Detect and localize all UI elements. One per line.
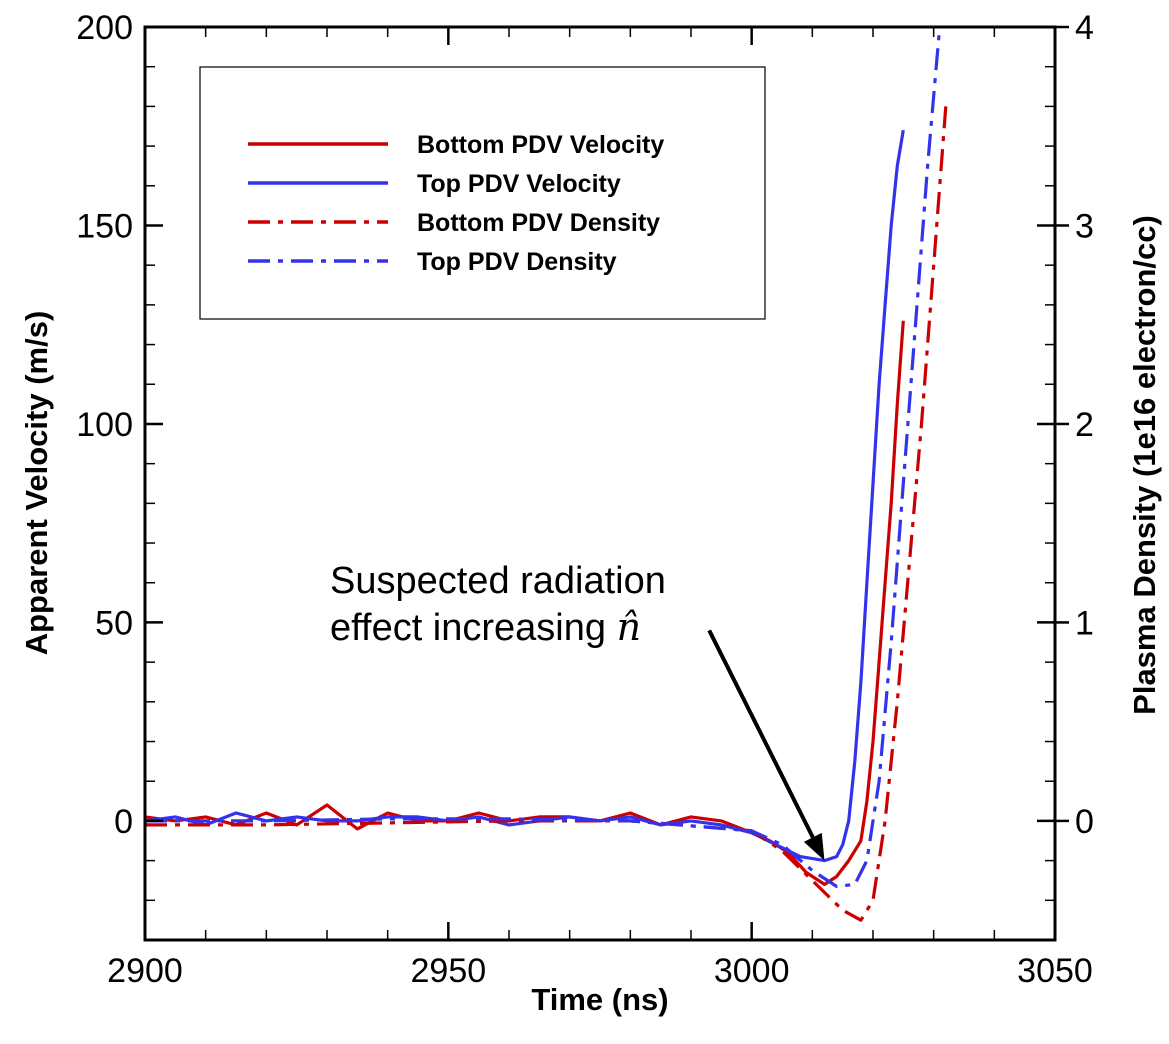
x-tick-label: 3000 bbox=[714, 952, 790, 990]
series-line-bottom-pdv-velocity bbox=[144, 320, 905, 886]
y2-tick-label: 0 bbox=[1075, 803, 1094, 841]
x-axis-title: Time (ns) bbox=[531, 982, 668, 1017]
series-layer bbox=[144, 26, 948, 922]
legend-label: Bottom PDV Velocity bbox=[417, 131, 664, 159]
annotation-arrow-head bbox=[803, 832, 825, 861]
x-tick-label: 3050 bbox=[1017, 952, 1093, 990]
x-tick-label: 2900 bbox=[107, 952, 183, 990]
annotation-line2-prefix: effect increasing bbox=[330, 607, 617, 649]
y-tick-label: 200 bbox=[76, 9, 133, 47]
legend-label: Top PDV Velocity bbox=[417, 170, 621, 198]
plot-frame bbox=[143, 25, 1057, 942]
x-tick-label: 2950 bbox=[411, 952, 487, 990]
legend-label: Bottom PDV Density bbox=[417, 209, 660, 237]
y2-axis-title: Plasma Density (1e16 electron/cc) bbox=[1127, 215, 1162, 715]
y2-tick-label: 2 bbox=[1075, 406, 1094, 444]
y-axis-title: Apparent Velocity (m/s) bbox=[19, 311, 54, 656]
y-tick-label: 0 bbox=[114, 803, 133, 841]
annotation-line2: effect increasing n̂ bbox=[330, 605, 641, 649]
y-tick-label: 50 bbox=[95, 604, 133, 642]
y-tick-label: 100 bbox=[76, 406, 133, 444]
y2-tick-label: 1 bbox=[1075, 604, 1094, 642]
annotation: Suspected radiation effect increasing n̂ bbox=[330, 560, 825, 861]
legend-label: Top PDV Density bbox=[417, 248, 617, 276]
y2-tick-label: 3 bbox=[1075, 207, 1094, 245]
series-line-top-pdv-density bbox=[145, 26, 942, 888]
annotation-line1: Suspected radiation bbox=[330, 560, 666, 602]
tick-layer: 2900 2950 3000 3050 0 50 100 150 200 0 1 2 3 4 bbox=[76, 9, 1094, 990]
annotation-arrow-shaft bbox=[707, 629, 815, 839]
annotation-symbol: n̂ bbox=[617, 605, 641, 649]
legend-box bbox=[199, 66, 766, 320]
y-tick-label: 150 bbox=[76, 207, 133, 245]
legend: Bottom PDV Velocity Top PDV Velocity Botto… bbox=[199, 66, 766, 320]
y2-tick-label: 4 bbox=[1075, 9, 1094, 47]
